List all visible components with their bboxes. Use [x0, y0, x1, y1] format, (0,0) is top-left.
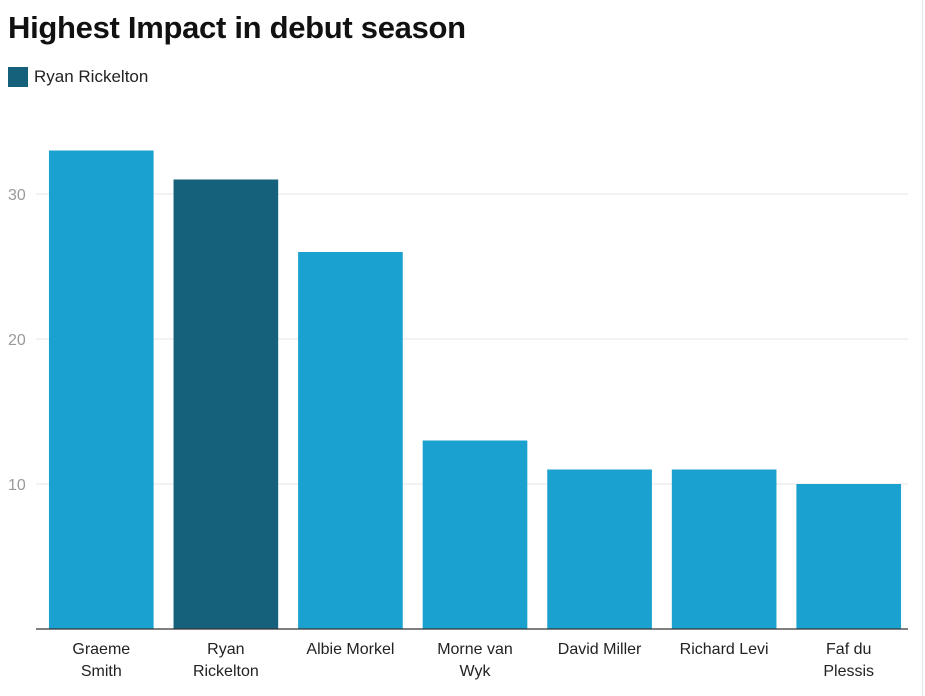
- x-tick-label: Albie Morkel: [306, 641, 394, 658]
- x-tick-label-line: Graeme: [72, 641, 130, 658]
- x-tick-label: Morne van Wyk: [437, 641, 513, 680]
- legend-swatch: [8, 67, 28, 87]
- x-tick-label: Graeme Smith: [72, 641, 130, 680]
- x-tick-label-line: Richard Levi: [680, 641, 769, 658]
- x-tick-label-line: Ryan: [207, 641, 244, 658]
- x-tick-label-line: Faf du: [826, 641, 871, 658]
- x-tick-label-line: Smith: [81, 663, 122, 680]
- bar: [796, 484, 902, 629]
- page-edge-divider: [922, 0, 923, 696]
- x-tick-label: David Miller: [558, 641, 642, 658]
- x-tick-label-line: Wyk: [460, 663, 492, 680]
- x-tick-label-line: David Miller: [558, 641, 642, 658]
- y-tick-label: 20: [8, 332, 26, 349]
- legend: Ryan Rickelton: [8, 67, 148, 87]
- bar: [422, 440, 528, 629]
- bar: [298, 252, 403, 629]
- y-tick-label: 30: [8, 187, 26, 204]
- x-tick-label: Ryan Rickelton: [193, 641, 259, 680]
- bar: [173, 179, 279, 629]
- bar: [671, 469, 777, 629]
- x-tick-label-line: Albie Morkel: [306, 641, 394, 658]
- x-tick-label-line: Plessis: [823, 663, 874, 680]
- x-tick-label: Richard Levi: [680, 641, 769, 658]
- bar: [48, 150, 154, 629]
- bar: [547, 469, 652, 629]
- x-tick-label-line: Morne van: [437, 641, 513, 658]
- chart-title: Highest Impact in debut season: [8, 10, 466, 45]
- x-tick-label-line: Rickelton: [193, 663, 259, 680]
- x-tick-label: Faf du Plessis: [823, 641, 874, 680]
- legend-label: Ryan Rickelton: [34, 67, 149, 86]
- y-tick-label: 10: [8, 477, 26, 494]
